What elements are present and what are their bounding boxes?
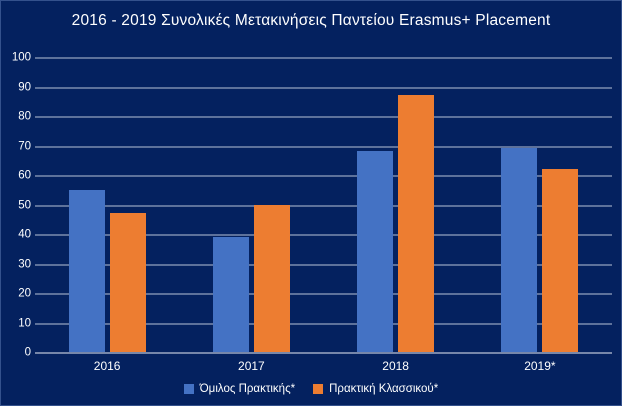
y-tick-label-60: 60 xyxy=(18,169,31,182)
y-tick-label-10: 10 xyxy=(18,316,31,329)
y-tick-label-40: 40 xyxy=(18,228,31,241)
legend-label-series1: Όμιλος Πρακτικής* xyxy=(199,383,296,395)
gridline-20 xyxy=(35,293,612,295)
bar-2019-series2 xyxy=(542,169,579,352)
x-tick-label-2019: 2019* xyxy=(524,359,556,373)
legend-swatch-series2 xyxy=(313,384,324,394)
gridline-40 xyxy=(35,234,612,236)
y-tick-label-50: 50 xyxy=(18,198,31,211)
gridline-80 xyxy=(35,116,612,118)
gridline-10 xyxy=(35,323,612,324)
legend: Όμιλος Πρακτικής* Πρακτική Κλασσικού* xyxy=(1,383,621,395)
gridline-70 xyxy=(35,146,612,147)
y-tick-label-90: 90 xyxy=(18,80,31,93)
legend-swatch-series1 xyxy=(183,384,194,394)
y-axis: 0 10 20 30 40 50 60 70 80 90 100 xyxy=(1,52,31,358)
bar-2018-series2 xyxy=(398,95,435,352)
legend-item-series2: Πρακτική Κλασσικού* xyxy=(313,383,438,395)
gridline-90 xyxy=(35,87,612,88)
legend-label-series2: Πρακτική Κλασσικού* xyxy=(329,383,439,395)
x-tick-label-2017: 2017 xyxy=(238,359,265,373)
x-tick-label-2018: 2018 xyxy=(382,359,409,373)
y-tick-label-0: 0 xyxy=(24,346,31,359)
y-tick-label-100: 100 xyxy=(11,51,31,64)
bar-2017-series2 xyxy=(253,204,290,352)
bar-2017-series1 xyxy=(212,236,249,352)
bar-2016-series1 xyxy=(68,189,105,352)
plot-area: 2016 2017 2018 2019* xyxy=(35,57,612,372)
bar-2018-series1 xyxy=(357,151,394,352)
y-tick-label-70: 70 xyxy=(18,139,31,152)
x-tick-label-2016: 2016 xyxy=(93,359,121,373)
gridline-60 xyxy=(35,175,612,177)
bar-2016-series2 xyxy=(109,213,146,352)
chart-title: 2016 - 2019 Συνολικές Μετακινήσεις Παντε… xyxy=(71,12,551,29)
y-tick-label-30: 30 xyxy=(18,257,31,270)
gridline-30 xyxy=(35,264,612,265)
x-axis-line xyxy=(35,352,612,354)
bar-2019-series1 xyxy=(501,148,538,352)
gridline-100 xyxy=(35,57,612,59)
gridline-50 xyxy=(35,205,612,206)
legend-item-series1: Όμιλος Πρακτικής* xyxy=(183,383,296,395)
y-tick-label-20: 20 xyxy=(18,287,31,300)
y-tick-label-80: 80 xyxy=(18,110,31,123)
